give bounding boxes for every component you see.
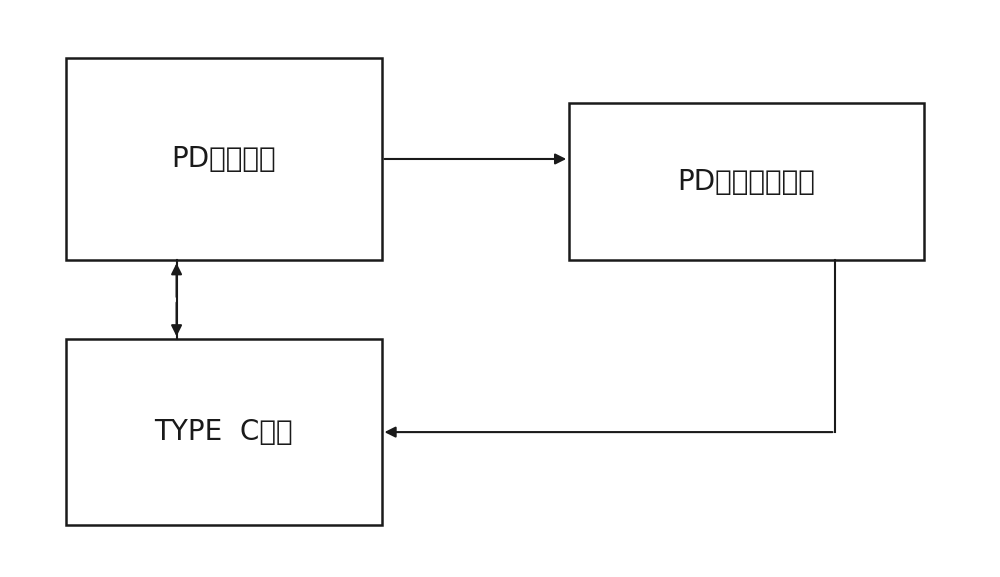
Bar [66, 58, 382, 260]
Text: TYPE  C接口: TYPE C接口 [155, 418, 293, 446]
Bar [66, 339, 382, 525]
Text: PD协议芯片: PD协议芯片 [172, 145, 276, 173]
Bar [569, 103, 924, 260]
Text: PD电源转换模块: PD电源转换模块 [678, 167, 815, 196]
